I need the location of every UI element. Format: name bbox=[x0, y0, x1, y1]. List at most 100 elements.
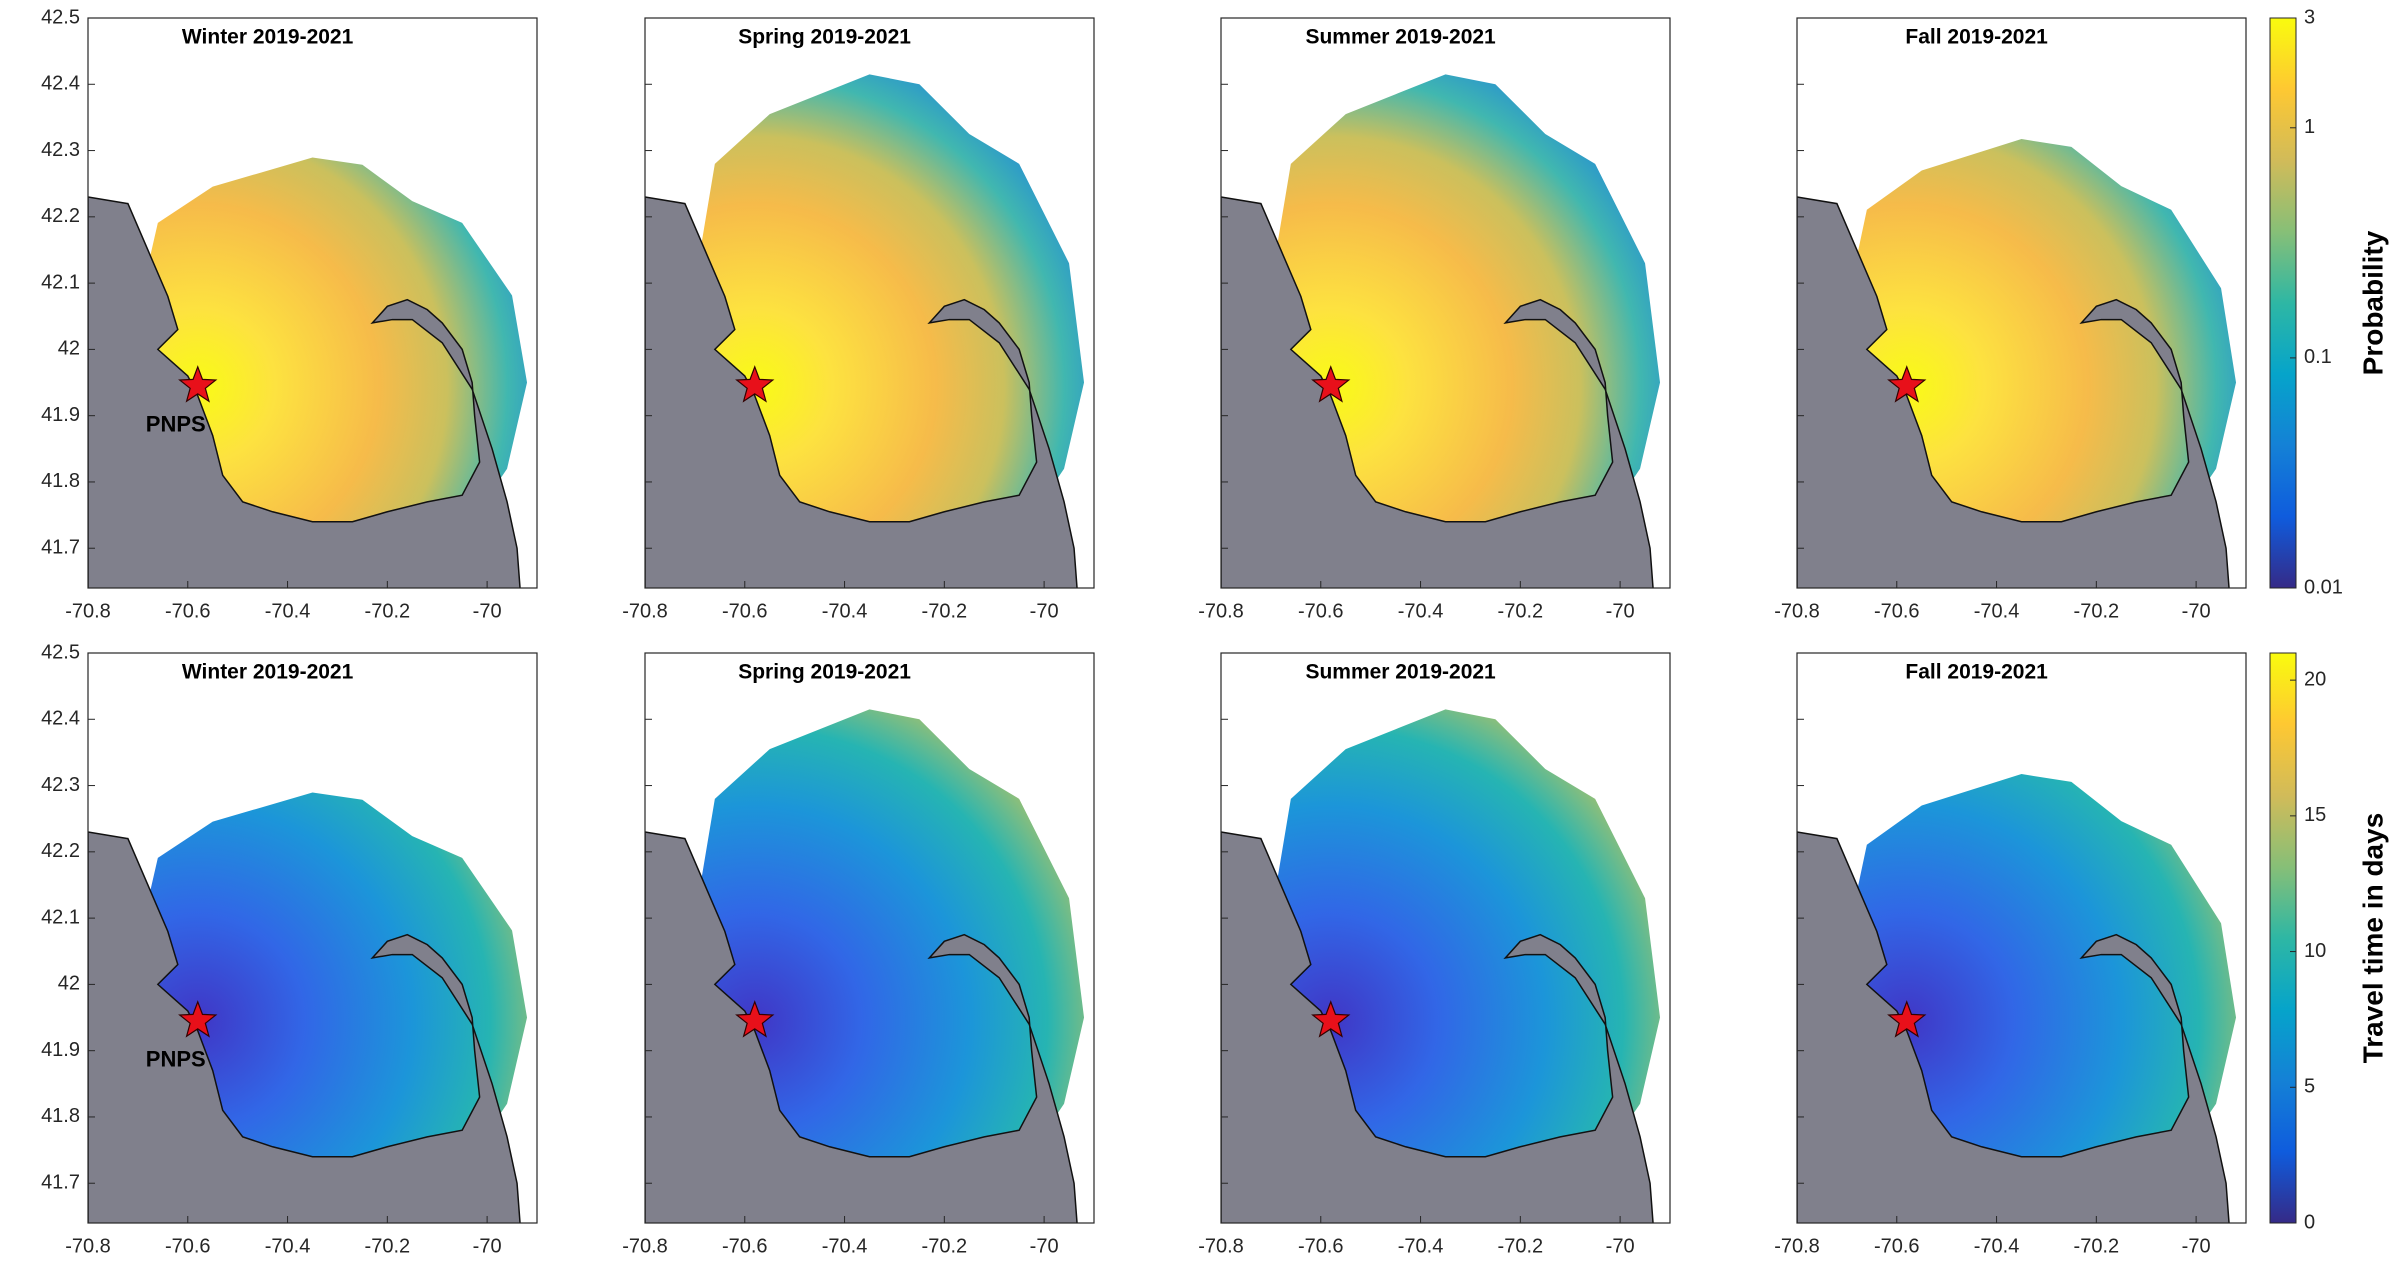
x-tick-label: -70.2 bbox=[365, 600, 411, 622]
colorbar-tick-label: 3 bbox=[2304, 6, 2315, 28]
x-tick-label: -70.4 bbox=[265, 1235, 311, 1257]
colorbar-tick-label: 0.1 bbox=[2304, 346, 2332, 368]
colorbar-bar bbox=[2269, 17, 2297, 589]
heatmap-field bbox=[137, 157, 528, 535]
site-marker bbox=[735, 365, 775, 403]
x-tick-label: -70.8 bbox=[1198, 1235, 1244, 1257]
y-tick-label: 42 bbox=[58, 338, 80, 360]
land bbox=[645, 831, 1078, 1223]
x-tick-label: -70.6 bbox=[1874, 1235, 1920, 1257]
land bbox=[645, 196, 1078, 588]
x-tick-label: -70.4 bbox=[1398, 600, 1444, 622]
map-panel: Spring 2019-2021 -70.8 -70.6 -70.4 -70.2 -70 bbox=[622, 652, 1095, 1257]
x-tick-label: -70 bbox=[1606, 1235, 1635, 1257]
x-tick-label: -70.8 bbox=[622, 600, 668, 622]
map-panel: Winter 2019-2021 -70.8 -70.6 -70.4 -70.2 -70 4… bbox=[41, 6, 538, 622]
axes-frame bbox=[1796, 17, 2247, 589]
x-tick-label: -70.6 bbox=[165, 1235, 211, 1257]
site-marker bbox=[1887, 365, 1927, 403]
y-tick-label: 41.8 bbox=[41, 470, 80, 492]
colorbar: 0 5 10 15 20 Travel time in days bbox=[2269, 652, 2388, 1233]
x-tick-label: -70 bbox=[1030, 1235, 1059, 1257]
colorbar-tick-label: 1 bbox=[2304, 116, 2315, 138]
x-tick-label: -70.6 bbox=[722, 600, 768, 622]
heatmap-field bbox=[1270, 74, 1661, 535]
colorbar-label: Travel time in days bbox=[2357, 813, 2388, 1064]
land bbox=[88, 196, 521, 588]
land bbox=[1797, 196, 2230, 588]
x-tick-label: -70.8 bbox=[1774, 1235, 1820, 1257]
site-marker bbox=[1311, 365, 1351, 403]
colorbar-tick-label: 0 bbox=[2304, 1211, 2315, 1233]
heatmap-field bbox=[1846, 774, 2237, 1170]
colorbar: 0.01 0.1 1 3 Probability bbox=[2269, 6, 2388, 598]
x-tick-label: -70.2 bbox=[1498, 1235, 1544, 1257]
colorbar-tick-label: 20 bbox=[2304, 668, 2326, 690]
x-tick-label: -70 bbox=[1030, 600, 1059, 622]
y-tick-label: 42.3 bbox=[41, 774, 80, 796]
panel-title: Fall 2019-2021 bbox=[1905, 26, 2048, 49]
site-label: PNPS bbox=[146, 1047, 206, 1072]
panel-title: Spring 2019-2021 bbox=[738, 26, 911, 49]
x-tick-label: -70 bbox=[473, 600, 502, 622]
y-tick-label: 42.5 bbox=[41, 641, 80, 663]
map-panel: Fall 2019-2021 -70.8 -70.6 -70.4 -70.2 -70 bbox=[1774, 652, 2247, 1257]
y-tick-label: 41.9 bbox=[41, 1039, 80, 1061]
x-tick-label: -70.6 bbox=[722, 1235, 768, 1257]
x-tick-label: -70.8 bbox=[622, 1235, 668, 1257]
y-tick-label: 42.1 bbox=[41, 906, 80, 928]
heatmap-field bbox=[694, 74, 1085, 535]
x-tick-label: -70.4 bbox=[822, 600, 868, 622]
map-panel: Summer 2019-2021 -70.8 -70.6 -70.4 -70.2 -70 bbox=[1198, 17, 1671, 622]
y-tick-label: 41.9 bbox=[41, 404, 80, 426]
heatmap-field bbox=[694, 709, 1085, 1170]
site-marker bbox=[1311, 1000, 1351, 1038]
heatmap-field bbox=[1270, 709, 1661, 1170]
site-marker bbox=[1887, 1000, 1927, 1038]
axes-frame bbox=[87, 652, 538, 1224]
land bbox=[1221, 831, 1654, 1223]
axes-frame bbox=[644, 17, 1095, 589]
colorbar-tick-label: 0.01 bbox=[2304, 576, 2343, 598]
land bbox=[88, 831, 521, 1223]
panel-title: Summer 2019-2021 bbox=[1305, 26, 1496, 49]
colorbar-tick-label: 15 bbox=[2304, 804, 2326, 826]
colorbar-tick-label: 5 bbox=[2304, 1076, 2315, 1098]
y-tick-label: 41.7 bbox=[41, 1172, 80, 1194]
y-tick-label: 42.1 bbox=[41, 271, 80, 293]
axes-frame bbox=[1220, 17, 1671, 589]
axes-frame bbox=[644, 652, 1095, 1224]
y-tick-label: 42.4 bbox=[41, 73, 80, 95]
map-panel: Winter 2019-2021 -70.8 -70.6 -70.4 -70.2 -70 4… bbox=[41, 641, 538, 1257]
colorbar-bar bbox=[2269, 652, 2297, 1224]
x-tick-label: -70.2 bbox=[1498, 600, 1544, 622]
x-tick-label: -70.8 bbox=[1774, 600, 1820, 622]
x-tick-label: -70.2 bbox=[2074, 600, 2120, 622]
panel-title: Spring 2019-2021 bbox=[738, 661, 911, 684]
x-tick-label: -70.2 bbox=[922, 600, 968, 622]
map-panel: Fall 2019-2021 -70.8 -70.6 -70.4 -70.2 -70 bbox=[1774, 17, 2247, 622]
x-tick-label: -70 bbox=[2182, 600, 2211, 622]
site-marker bbox=[178, 1000, 218, 1038]
x-tick-label: -70.4 bbox=[1398, 1235, 1444, 1257]
axes-frame bbox=[87, 17, 538, 589]
x-tick-label: -70 bbox=[1606, 600, 1635, 622]
axes-frame bbox=[1220, 652, 1671, 1224]
x-tick-label: -70.2 bbox=[2074, 1235, 2120, 1257]
map-panel: Summer 2019-2021 -70.8 -70.6 -70.4 -70.2 -70 bbox=[1198, 652, 1671, 1257]
x-tick-label: -70.8 bbox=[1198, 600, 1244, 622]
panel-title: Fall 2019-2021 bbox=[1905, 661, 2048, 684]
panel-title: Winter 2019-2021 bbox=[182, 26, 354, 49]
x-tick-label: -70.4 bbox=[1974, 600, 2020, 622]
x-tick-label: -70.8 bbox=[65, 1235, 111, 1257]
land bbox=[1221, 196, 1654, 588]
colorbar-tick-label: 10 bbox=[2304, 940, 2326, 962]
x-tick-label: -70 bbox=[2182, 1235, 2211, 1257]
map-panel: Spring 2019-2021 -70.8 -70.6 -70.4 -70.2 -70 bbox=[622, 17, 1095, 622]
heatmap-field bbox=[1846, 139, 2237, 535]
x-tick-label: -70.6 bbox=[1298, 1235, 1344, 1257]
y-tick-label: 42.3 bbox=[41, 139, 80, 161]
site-label: PNPS bbox=[146, 412, 206, 437]
x-tick-label: -70.6 bbox=[165, 600, 211, 622]
